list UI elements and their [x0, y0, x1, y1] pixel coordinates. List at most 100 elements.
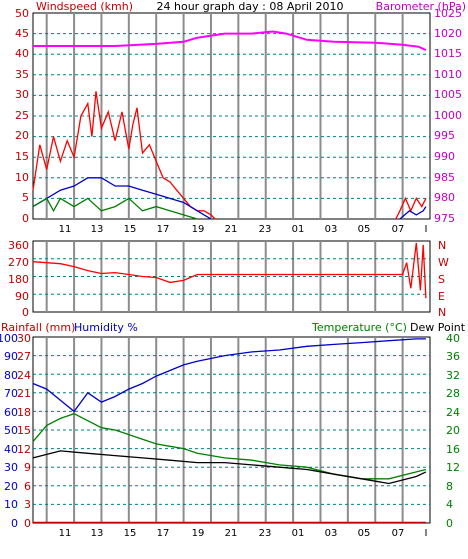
wind-ytick: 30 — [15, 88, 29, 101]
baro-ytick: 1020 — [434, 27, 462, 40]
baro-ytick: 975 — [434, 212, 455, 225]
rainfall-ytick-labels: 30 27 24 21 18 15 12 9 6 3 0 — [17, 332, 31, 530]
series-line-red — [32, 242, 427, 299]
rainfall-ytick: 27 — [17, 350, 31, 363]
series-line-blue — [399, 206, 427, 220]
rainfall-ytick: 12 — [17, 443, 31, 456]
xtick-label: 17 — [157, 224, 170, 235]
wind-ytick: 10 — [15, 171, 29, 184]
xtick-label: 13 — [91, 224, 104, 235]
temperature-ytick: 16 — [446, 443, 460, 456]
temperature-ytick: 20 — [446, 424, 460, 437]
direction-ytick: 180 — [8, 273, 29, 286]
series-line-red — [395, 196, 427, 220]
xtick-label: 05 — [358, 528, 371, 539]
humidity-ytick: 60 — [4, 406, 18, 419]
rain-hum-temp-panel: Rainfall (mm) Humidity % Temperature (°C… — [0, 321, 466, 539]
xtick-label: 03 — [325, 224, 338, 235]
temperature-ytick: 40 — [446, 332, 460, 345]
temperature-ytick: 0 — [446, 517, 453, 530]
xtick-label: 19 — [192, 528, 205, 539]
xtick-label: 19 — [192, 224, 205, 235]
xtick-label: 15 — [124, 528, 137, 539]
xtick-label: 07 — [392, 224, 405, 235]
wind-ytick: 15 — [15, 150, 29, 163]
xtick-label: 01 — [292, 224, 305, 235]
direction-ytick: 90 — [15, 290, 29, 303]
xtick-label: 23 — [259, 224, 272, 235]
compass-ytick: N — [438, 239, 446, 252]
dewpoint-axis-label: Dew Point — [410, 321, 466, 334]
wind-ytick: 50 — [15, 7, 29, 20]
compass-ytick: S — [438, 273, 445, 286]
baro-ytick: 1005 — [434, 88, 462, 101]
temperature-ytick-labels: 40 36 32 28 24 20 16 12 8 4 0 — [446, 332, 460, 530]
xtick-label: 23 — [259, 528, 272, 539]
humidity-ytick: 100 — [0, 332, 18, 345]
wind-baro-panel: Windspeed (kmh) 24 hour graph day : 08 A… — [15, 0, 466, 235]
wind-xtick-labels: 11 13 15 17 19 21 23 01 03 05 07 I — [59, 224, 428, 235]
temperature-ytick: 8 — [446, 480, 453, 493]
wind-ytick: 25 — [15, 109, 29, 122]
rainfall-ytick: 6 — [24, 480, 31, 493]
humidity-ytick: 40 — [4, 443, 18, 456]
compass-ytick: W — [438, 256, 449, 269]
wind-ytick-labels: 0 5 10 15 20 25 30 35 40 45 50 — [15, 7, 29, 225]
wind-baro-series — [32, 30, 427, 220]
temperature-axis-label: Temperature (°C) — [311, 321, 407, 334]
rainfall-ytick: 3 — [24, 498, 31, 511]
rainfall-ytick: 9 — [24, 461, 31, 474]
xtick-label: 05 — [358, 224, 371, 235]
humidity-ytick: 80 — [4, 369, 18, 382]
wind-baro-horizontal-grid — [33, 33, 430, 199]
humidity-ytick: 10 — [4, 498, 18, 511]
rain-hum-temp-series — [32, 338, 427, 524]
direction-horizontal-grid — [33, 258, 430, 295]
baro-ytick: 1015 — [434, 47, 462, 60]
direction-series — [32, 242, 427, 299]
humidity-ytick: 0 — [11, 517, 18, 530]
xtick-label: I — [425, 528, 428, 539]
temperature-ytick: 28 — [446, 387, 460, 400]
xtick-label: 11 — [59, 224, 72, 235]
series-line-blue — [32, 177, 212, 220]
series-line-blue — [32, 338, 426, 413]
humidity-ytick: 90 — [4, 350, 18, 363]
humidity-axis-label: Humidity % — [74, 321, 138, 334]
rain-xtick-labels: 11 13 15 17 19 21 23 01 03 05 07 I — [59, 528, 428, 539]
series-line-black — [32, 450, 427, 485]
rainfall-ytick: 0 — [24, 517, 31, 530]
direction-ytick: 270 — [8, 256, 29, 269]
baro-ytick: 1010 — [434, 68, 462, 81]
rainfall-axis-label: Rainfall (mm) — [1, 321, 75, 334]
barometer-axis-label: Barometer (hPa) — [376, 0, 466, 13]
compass-ytick-labels: N W S E N — [438, 239, 449, 319]
rainfall-ytick: 15 — [17, 424, 31, 437]
rainfall-ytick: 30 — [17, 332, 31, 345]
xtick-label: I — [425, 224, 428, 235]
wind-ytick: 45 — [15, 27, 29, 40]
series-line-red — [32, 91, 216, 220]
humidity-ytick-labels: 100 90 80 70 60 50 40 30 20 10 0 — [0, 332, 18, 530]
series-line-magenta — [33, 30, 427, 52]
humidity-ytick: 20 — [4, 480, 18, 493]
series-line-green — [32, 197, 198, 220]
xtick-label: 17 — [157, 528, 170, 539]
baro-ytick: 1000 — [434, 109, 462, 122]
compass-ytick: E — [438, 290, 445, 303]
chart-title: 24 hour graph day : 08 April 2010 — [157, 0, 344, 13]
humidity-ytick: 50 — [4, 424, 18, 437]
wind-axis-label: Windspeed (kmh) — [36, 0, 133, 13]
baro-ytick-labels: 975 980 985 990 995 1000 1005 1010 1015 … — [434, 7, 462, 225]
wind-ytick: 40 — [15, 47, 29, 60]
rainfall-ytick: 24 — [17, 369, 31, 382]
direction-ytick: 0 — [22, 306, 29, 319]
humidity-ytick: 30 — [4, 461, 18, 474]
wind-ytick: 0 — [22, 212, 29, 225]
humidity-ytick: 70 — [4, 387, 18, 400]
xtick-label: 01 — [292, 528, 305, 539]
temperature-ytick: 32 — [446, 369, 460, 382]
wind-ytick: 5 — [22, 191, 29, 204]
xtick-label: 07 — [392, 528, 405, 539]
